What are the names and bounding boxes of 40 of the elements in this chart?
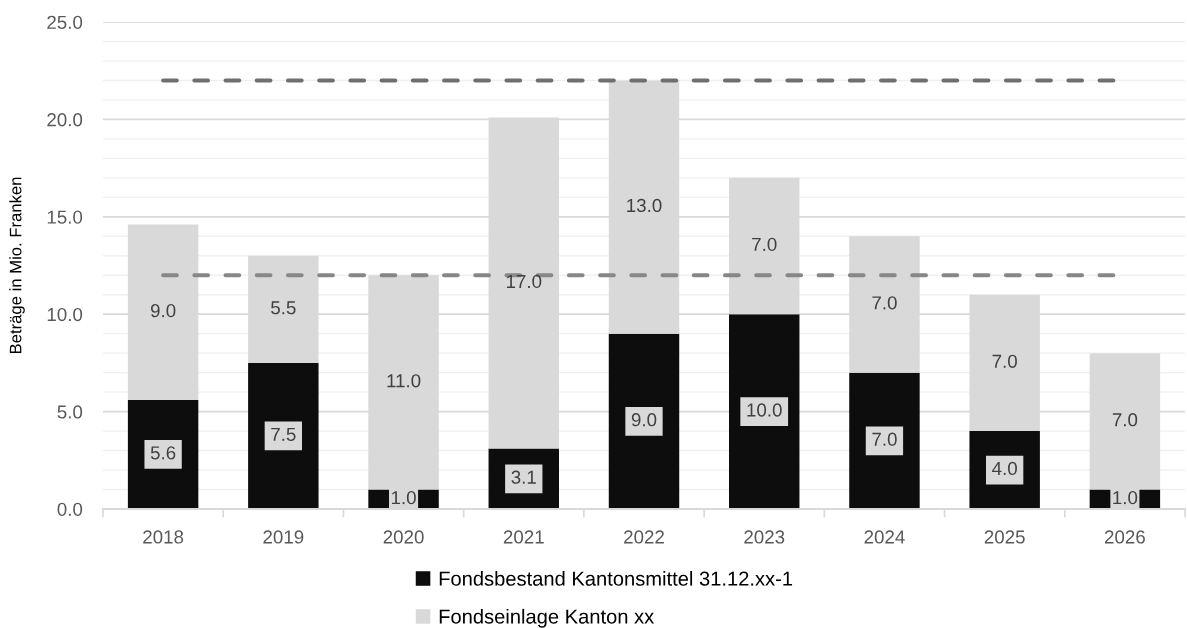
legend-label: Fondseinlage Kanton xx xyxy=(439,608,655,628)
data-label: 7.0 xyxy=(752,237,777,252)
data-label: 1.0 xyxy=(391,491,416,505)
bar xyxy=(729,314,800,509)
y-tick-label: 25.0 xyxy=(47,15,83,29)
y-axis-title: Beträge in Mio. Franken xyxy=(9,177,25,354)
data-label: 7.0 xyxy=(872,432,897,446)
data-label: 7.0 xyxy=(872,296,897,310)
x-tick-label: 2021 xyxy=(503,530,544,544)
x-tick-label: 2018 xyxy=(143,530,184,544)
data-label: 9.0 xyxy=(631,413,657,427)
data-label: 5.5 xyxy=(271,301,296,315)
x-tick-label: 2024 xyxy=(864,530,905,544)
data-label: 7.5 xyxy=(271,427,296,441)
data-label: 1.0 xyxy=(1113,491,1138,505)
bar xyxy=(248,362,319,509)
y-tick-label: 0.0 xyxy=(57,502,83,516)
x-tick-label: 2019 xyxy=(263,530,304,544)
x-tick-label: 2026 xyxy=(1104,530,1145,544)
data-label: 11.0 xyxy=(387,374,421,388)
x-tick-label: 2022 xyxy=(624,530,664,544)
bar xyxy=(608,333,680,509)
data-label: 3.1 xyxy=(511,470,536,484)
data-label: 4.0 xyxy=(992,461,1017,476)
data-label: 13.0 xyxy=(627,198,662,213)
x-tick-label: 2023 xyxy=(744,530,785,544)
y-tick-label: 20.0 xyxy=(47,113,83,127)
y-tick-label: 5.0 xyxy=(57,405,83,419)
data-label: 5.6 xyxy=(150,446,176,460)
y-tick-label: 15.0 xyxy=(47,210,83,224)
data-label: 7.0 xyxy=(1112,413,1138,427)
data-label: 7.0 xyxy=(992,354,1017,368)
data-label: 17.0 xyxy=(506,274,542,289)
y-tick-label: 10.0 xyxy=(47,307,83,322)
x-tick-label: 2020 xyxy=(383,530,424,544)
data-label: 10.0 xyxy=(747,403,782,417)
x-tick-label: 2025 xyxy=(984,530,1025,544)
data-label: 9.0 xyxy=(150,304,176,318)
legend-label: Fondsbestand Kantonsmittel 31.12.xx-1 xyxy=(439,571,793,586)
bar xyxy=(849,372,920,509)
